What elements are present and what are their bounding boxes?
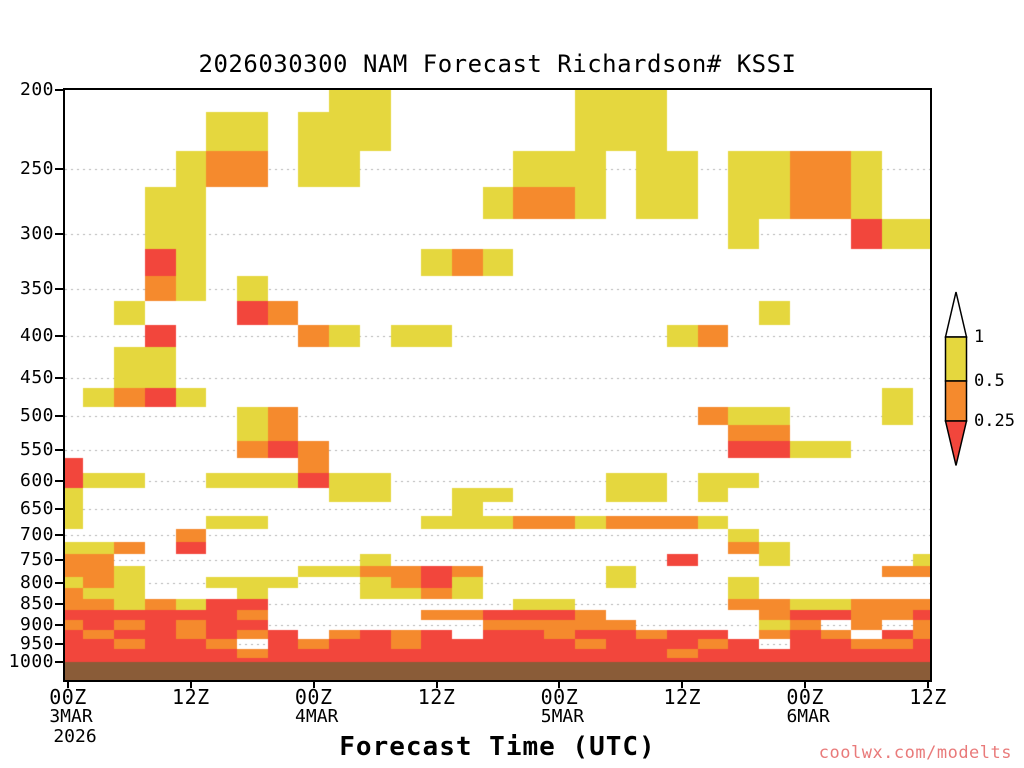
y-tick-mark	[55, 233, 64, 236]
y-tick-label: 900	[19, 613, 54, 635]
x-tick-mark	[435, 682, 438, 688]
x-tick-mark	[681, 682, 684, 688]
y-tick-mark	[55, 479, 64, 482]
y-tick-mark	[55, 623, 64, 626]
colorbar-label: 0.25	[974, 411, 1015, 431]
x-tick-mark	[927, 682, 929, 688]
y-tick-mark	[55, 287, 64, 290]
y-tick-mark	[55, 335, 64, 338]
y-tick-label: 200	[19, 79, 54, 100]
y-tick-label: 950	[19, 632, 54, 654]
x-tick-label: 00Z	[294, 685, 333, 709]
x-tick-label: 00Z	[49, 685, 87, 709]
y-tick-label: 650	[19, 498, 54, 519]
y-tick-mark	[55, 448, 64, 451]
colorbar-scale	[944, 291, 968, 466]
x-tick-label: 12Z	[663, 685, 702, 709]
y-tick-label: 1000	[8, 651, 54, 673]
y-tick-mark	[55, 642, 64, 645]
y-tick-mark	[55, 581, 64, 584]
y-tick-mark	[55, 558, 64, 561]
x-tick-mark	[804, 682, 807, 688]
watermark: coolwx.com/modelts	[818, 743, 1012, 763]
x-tick-mark	[67, 682, 69, 688]
y-tick-label: 550	[19, 438, 54, 460]
x-tick-mark	[312, 682, 315, 688]
colorbar-top-triangle	[944, 291, 968, 338]
heatmap-canvas	[65, 90, 930, 680]
x-tick-label: 12Z	[172, 685, 210, 709]
y-tick-label: 850	[19, 593, 54, 615]
y-tick-mark	[55, 168, 64, 171]
x-date-label: 4MAR	[295, 706, 339, 727]
x-tick-label: 00Z	[786, 685, 824, 709]
y-tick-label: 700	[19, 524, 54, 546]
x-tick-label: 00Z	[540, 685, 579, 709]
x-tick-label: 12Z	[909, 685, 947, 709]
y-tick-mark	[55, 377, 64, 380]
y-tick-label: 300	[19, 223, 54, 245]
x-axis-title: Forecast Time (UTC)	[339, 732, 656, 762]
x-tick-label: 12Z	[417, 685, 456, 709]
y-tick-mark	[55, 508, 64, 510]
y-tick-label: 500	[19, 404, 54, 426]
y-tick-mark	[55, 414, 64, 417]
x-tick-mark	[189, 682, 192, 688]
colorbar-red-triangle	[944, 420, 968, 466]
x-date-label: 3MAR	[49, 706, 93, 727]
x-date-label: 6MAR	[786, 706, 830, 727]
y-tick-mark	[55, 89, 64, 91]
colorbar-yellow-segment	[944, 336, 968, 382]
x-date-label: 5MAR	[540, 706, 585, 727]
plot-area	[63, 88, 932, 682]
y-tick-mark	[55, 534, 64, 537]
chart-title: 2026030300 NAM Forecast Richardson# KSSI	[198, 50, 797, 78]
y-tick-label: 350	[19, 277, 54, 299]
colorbar-orange-segment	[944, 380, 968, 422]
y-tick-label: 250	[19, 158, 54, 180]
y-tick-mark	[55, 603, 64, 606]
colorbar-label: 1	[974, 327, 985, 347]
y-tick-mark	[55, 661, 64, 664]
x-tick-mark	[558, 682, 561, 688]
y-tick-label: 800	[19, 571, 54, 593]
colorbar-label: 0.5	[974, 371, 1005, 391]
y-tick-label: 750	[19, 548, 54, 570]
y-tick-label: 600	[19, 469, 54, 491]
x-year-label: 2026	[53, 726, 97, 747]
y-tick-label: 400	[19, 325, 54, 347]
y-tick-label: 450	[19, 367, 54, 389]
